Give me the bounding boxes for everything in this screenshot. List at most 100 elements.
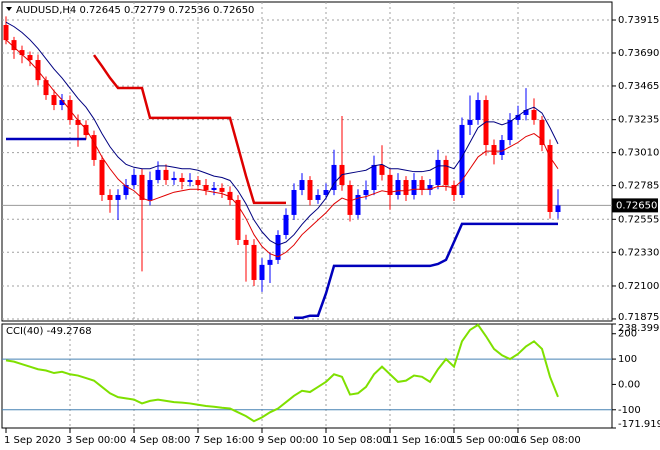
x-tick-label: 11 Sep 16:00 [386, 435, 453, 446]
candle-body [539, 119, 545, 146]
y-tick-label: 100 [618, 354, 637, 365]
candle-body [459, 124, 465, 195]
candle-body [451, 185, 457, 195]
y-tick-label: 0.00 [618, 379, 640, 390]
candle-body [435, 159, 441, 186]
y-tick-label: 0.73235 [618, 115, 659, 126]
x-tick-label: 10 Sep 08:00 [322, 435, 389, 446]
candle-body [291, 190, 297, 215]
candle-body [395, 180, 401, 195]
candle-body [243, 239, 249, 245]
candle-body [403, 180, 409, 195]
candle-body [555, 205, 561, 212]
y-tick-label: 200 [618, 329, 637, 340]
indicator-line [5, 21, 559, 246]
y-tick-label: -171.9191 [618, 419, 660, 430]
candle-body [299, 180, 305, 191]
candle-body [379, 164, 385, 175]
candle-body [19, 50, 25, 56]
candle-body [307, 180, 313, 200]
y-tick-label: 0.72100 [618, 281, 659, 292]
y-tick-label: 0.73915 [618, 15, 659, 26]
candle-body [427, 185, 433, 191]
candle-body [211, 187, 217, 191]
candle-body [203, 185, 209, 191]
menu-triangle [6, 7, 12, 11]
candle-body [179, 177, 185, 182]
y-tick-label: 0.71875 [618, 312, 659, 323]
candle-body [275, 234, 281, 260]
candle-body [547, 145, 553, 212]
x-tick-label: 15 Sep 00:00 [450, 435, 517, 446]
chart-title: AUDUSD,H4 0.72645 0.72779 0.72536 0.7265… [16, 5, 254, 16]
candle-body [51, 95, 57, 106]
candle-body [355, 194, 361, 215]
current-price-box [612, 198, 658, 213]
candle-body [411, 180, 417, 195]
y-tick-label: 0.72785 [618, 181, 659, 192]
candle-body [523, 109, 529, 115]
candle-body [507, 119, 513, 141]
candle-body [99, 159, 105, 195]
y-tick-label: -100 [618, 405, 641, 416]
candle-body [227, 191, 233, 200]
cci-panel [1, 323, 613, 429]
candle-body [147, 180, 153, 200]
candle-body [467, 119, 473, 125]
candle-body [11, 40, 17, 51]
candle-body [123, 185, 129, 195]
candle-body [195, 180, 201, 186]
y-tick-label: 0.73690 [618, 48, 659, 59]
candle-body [187, 180, 193, 182]
candle-body [347, 185, 353, 215]
x-tick-label: 9 Sep 00:00 [258, 435, 318, 446]
candle-body [155, 169, 161, 181]
candle-body [75, 119, 81, 125]
candle-body [283, 214, 289, 235]
candle-body [251, 244, 257, 280]
candle-body [259, 264, 265, 280]
candle-body [499, 140, 505, 155]
y-tick-label: 0.73010 [618, 148, 659, 159]
y-tick-label: 238.3993 [618, 323, 660, 334]
candle-body [443, 159, 449, 186]
candle-body [27, 55, 33, 61]
x-tick-label: 4 Sep 08:00 [130, 435, 190, 446]
candle-body [531, 109, 537, 120]
candle-body [419, 180, 425, 191]
candle-body [43, 80, 49, 96]
x-tick-label: 7 Sep 16:00 [194, 435, 254, 446]
x-tick-label: 1 Sep 2020 [4, 435, 61, 446]
candle-body [315, 194, 321, 200]
x-tick-label: 3 Sep 00:00 [66, 435, 126, 446]
indicator-line [92, 54, 286, 205]
cci-line [5, 323, 559, 423]
y-tick-label: 0.72330 [618, 247, 659, 258]
candle-body [483, 100, 489, 146]
candle-body [491, 145, 497, 155]
candle-body [163, 169, 169, 181]
candle-body [363, 190, 369, 195]
candle-body [219, 187, 225, 192]
candle-body [475, 100, 481, 120]
candle-body [515, 114, 521, 120]
candle-body [91, 135, 97, 160]
indicator-line [6, 137, 558, 320]
y-tick-label: 0.72555 [618, 214, 659, 225]
candle-body [59, 100, 65, 106]
candle-body [131, 174, 137, 186]
candle-body [171, 177, 177, 181]
candle-body [107, 194, 113, 200]
cci-title: CCI(40) -49.2768 [6, 326, 92, 337]
candle-body [115, 194, 121, 200]
candle-body [267, 259, 273, 265]
candle-body [323, 190, 329, 195]
candle-body [235, 199, 241, 240]
y-tick-label: 0.73465 [618, 81, 659, 92]
candle-body [3, 25, 9, 41]
indicator-line [5, 39, 559, 258]
candle-body [331, 164, 337, 191]
candle-body [371, 164, 377, 191]
candle-body [387, 174, 393, 195]
